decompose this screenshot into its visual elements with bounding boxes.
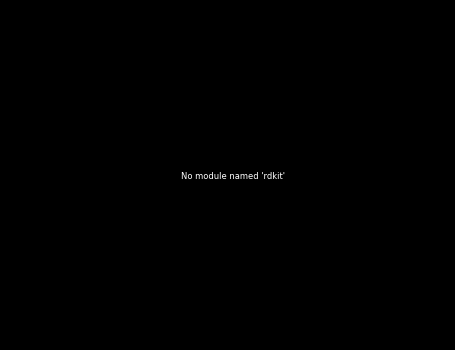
Text: No module named 'rdkit': No module named 'rdkit': [181, 172, 285, 181]
